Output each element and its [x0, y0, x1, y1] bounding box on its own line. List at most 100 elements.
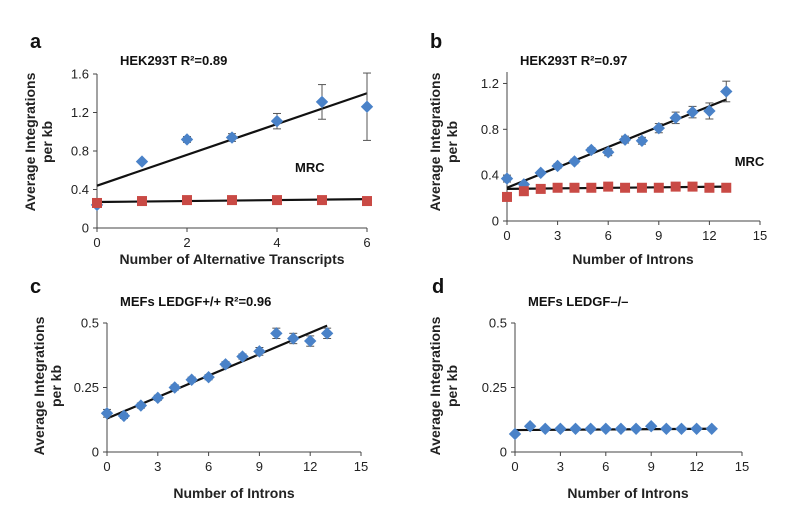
panel-b-mrc-point	[586, 182, 597, 193]
panel-b-series-point	[635, 134, 649, 147]
panel-d-ytick-label: 0.25	[482, 380, 507, 395]
panel-c-series-point	[168, 381, 181, 394]
panel-a-mrc-point	[317, 195, 327, 206]
panel-d-xtick-label: 0	[511, 459, 518, 474]
panel-b-mrc-point	[603, 181, 614, 192]
panel-a-series-point	[315, 95, 329, 109]
panel-c-xlabel: Number of Introns	[173, 485, 295, 501]
panel-d-xlabel: Number of Introns	[567, 485, 689, 501]
panel-c-series-point	[100, 407, 114, 420]
panel-d-ylabel-line2: per kb	[444, 365, 460, 407]
panel-d-xtick-label: 3	[557, 459, 564, 474]
panel-b-xtick-label: 9	[655, 228, 662, 243]
panel-letter-d: d	[432, 276, 444, 298]
panel-a-ytick-label: 0.8	[71, 144, 89, 159]
panel-b-series-point	[585, 143, 598, 157]
panel-b-series-point	[602, 146, 615, 159]
panel-c-series-point	[287, 332, 300, 345]
panel-b-series-point	[652, 121, 665, 135]
panel-c-xtick-label: 0	[103, 459, 110, 474]
panel-b-mrc-point	[704, 182, 715, 193]
panel-letter-a: a	[30, 31, 42, 53]
panel-d-series-point	[554, 422, 567, 435]
panel-d-ytick-label: 0	[500, 445, 507, 460]
panel-a: a HEK293T R²=0.89 Average Integrations p…	[22, 31, 374, 267]
panel-a-title: HEK293T R²=0.89	[120, 53, 227, 68]
panel-c: c MEFs LEDGF+/+ R²=0.96 Average Integrat…	[30, 276, 368, 501]
panel-c-ylabel-line1: Average Integrations	[31, 316, 47, 455]
panel-b-ytick-label: 1.2	[481, 76, 499, 91]
panel-a-series-point	[270, 114, 284, 128]
panel-b-mrc-point	[535, 183, 546, 194]
panel-b-annotation: MRC	[735, 154, 765, 169]
panel-a-xlabel: Number of Alternative Transcripts	[119, 251, 344, 267]
panel-d-xtick-label: 15	[735, 459, 749, 474]
panel-d-xtick-label: 6	[602, 459, 609, 474]
panel-a-xtick-label: 2	[183, 235, 190, 250]
panel-a-xtick-label: 4	[273, 235, 280, 250]
panel-a-ytick-label: 0	[82, 221, 89, 236]
panel-c-title: MEFs LEDGF+/+ R²=0.96	[120, 294, 271, 309]
panel-b-xtick-label: 12	[702, 228, 716, 243]
panel-d-series-point	[508, 427, 522, 441]
panel-b-xtick-label: 3	[554, 228, 561, 243]
panel-c-series-point	[117, 409, 131, 423]
panel-a-ytick-label: 0.4	[71, 182, 89, 197]
panel-b-xlabel: Number of Introns	[572, 251, 694, 267]
panel-c-series-point	[134, 399, 148, 412]
panel-c-series-point	[151, 391, 164, 405]
panel-b-mrc-point	[502, 191, 512, 202]
panel-c-ylabel-line2: per kb	[48, 365, 64, 407]
panel-b-series-point	[686, 105, 699, 119]
panel-a-ylabel-line2: per kb	[39, 121, 55, 163]
panel-a-xtick-label: 6	[363, 235, 370, 250]
panel-b: b HEK293T R²=0.97 Average Integrations p…	[427, 31, 767, 267]
panel-d-series-point	[523, 420, 537, 433]
panel-b-ytick-label: 0.4	[481, 168, 499, 183]
panel-a-mrc-point	[272, 195, 282, 206]
panel-c-xtick-label: 12	[303, 459, 317, 474]
panel-b-series-point	[568, 155, 581, 168]
panel-a-plot-area: 0 0.4 0.8 1.2 1.6 0 2 4 6 MRC	[71, 67, 374, 250]
panel-d-ylabel-line1: Average Integrations	[427, 316, 443, 455]
panel-a-ytick-label: 1.2	[71, 105, 89, 120]
panel-d-series-point	[539, 422, 552, 435]
panel-c-series-point	[320, 327, 334, 340]
panel-b-series-point	[500, 172, 514, 185]
panel-c-xtick-label: 6	[205, 459, 212, 474]
panel-c-ytick-label: 0	[92, 445, 99, 460]
panel-b-plot-area: 0 0.4 0.8 1.2 0 3 6 9 12 15 MRC	[481, 72, 767, 243]
panel-b-mrc-point	[636, 182, 647, 193]
panel-d-series-point	[629, 422, 643, 435]
panel-b-series-point	[669, 111, 682, 125]
panel-b-series-point	[534, 166, 547, 180]
panel-d-title: MEFs LEDGF–/–	[528, 294, 628, 309]
panel-d-series-point	[705, 422, 718, 435]
panel-b-mrc-point	[569, 182, 580, 193]
panel-b-ylabel-line1: Average Integrations	[427, 72, 443, 211]
panel-d-series-point	[675, 422, 688, 435]
panel-a-ytick-label: 1.6	[71, 67, 89, 82]
panel-b-xtick-label: 15	[753, 228, 767, 243]
panel-c-series-point	[236, 350, 249, 363]
panel-a-series-point	[360, 100, 374, 113]
panel-b-ytick-label: 0	[492, 214, 499, 229]
panel-b-xtick-label: 0	[503, 228, 510, 243]
panel-b-series-point	[551, 159, 564, 173]
panel-b-mrc-point	[552, 182, 563, 193]
panel-b-series-point	[618, 133, 632, 146]
panel-d: d MEFs LEDGF–/– Average Integrations per…	[427, 276, 749, 501]
panel-d-series-point	[660, 422, 673, 435]
panel-a-series-point	[180, 133, 194, 146]
panel-c-series-point	[253, 345, 266, 358]
panel-c-xtick-label: 9	[256, 459, 263, 474]
panel-b-xtick-label: 6	[605, 228, 612, 243]
panel-c-series-point	[185, 373, 198, 386]
panel-d-ytick-label: 0.5	[489, 316, 507, 331]
panel-c-xtick-label: 3	[154, 459, 161, 474]
panel-b-mrc-point	[721, 182, 732, 193]
panel-d-series-point	[584, 422, 597, 435]
panel-d-plot-area: 0 0.25 0.5 0 3 6 9 12 15	[482, 316, 750, 475]
panel-c-ytick-label: 0.25	[74, 380, 99, 395]
